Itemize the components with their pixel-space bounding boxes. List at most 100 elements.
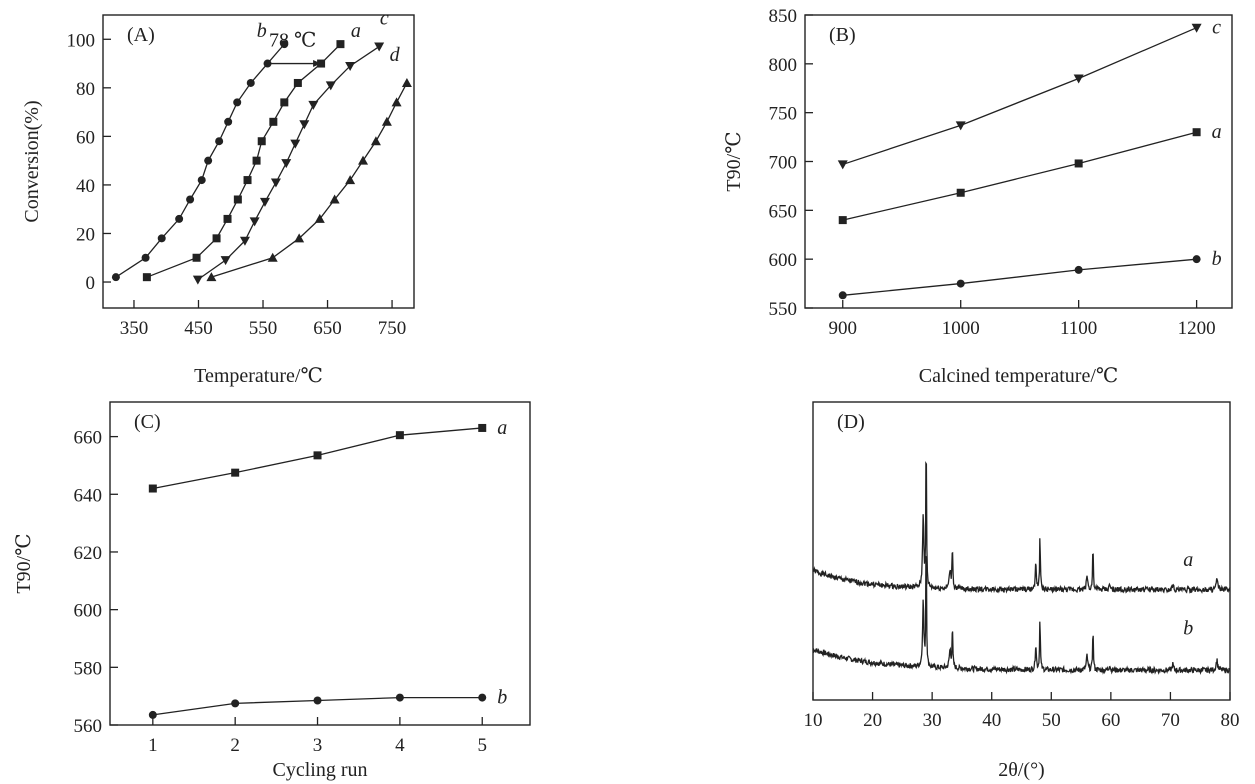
y-tick-label: 640 xyxy=(74,485,103,506)
data-point-c xyxy=(1073,74,1084,84)
x-tick-label: 1200 xyxy=(1178,318,1216,339)
arrow-head-icon xyxy=(313,60,322,68)
series-line-c xyxy=(842,27,1197,166)
data-point-b xyxy=(838,291,847,300)
x-tick-label: 20 xyxy=(863,710,882,731)
data-point-b xyxy=(141,253,150,262)
y-tick-label: 650 xyxy=(769,201,798,222)
y-tick-label: 600 xyxy=(74,601,103,622)
data-point-b xyxy=(148,710,157,719)
data-point-c xyxy=(281,159,292,169)
series-line-d xyxy=(211,82,408,278)
data-point-a xyxy=(478,423,487,432)
y-axis-label: T90/℃ xyxy=(723,131,745,191)
data-point-c xyxy=(837,160,848,170)
data-point-a xyxy=(269,117,278,126)
series-label-a: a xyxy=(351,20,361,42)
data-point-a xyxy=(212,234,221,243)
data-point-a xyxy=(223,214,232,223)
data-point-b xyxy=(233,98,242,107)
data-point-d xyxy=(358,155,369,165)
panel-label: (D) xyxy=(837,411,865,433)
data-point-a xyxy=(313,451,322,460)
x-tick-label: 80 xyxy=(1221,710,1240,731)
data-point-b xyxy=(204,156,213,165)
data-point-a xyxy=(956,188,965,197)
y-tick-label: 100 xyxy=(67,30,96,51)
y-tick-label: 80 xyxy=(76,79,95,100)
series-label-c: c xyxy=(380,8,389,30)
x-tick-label: 40 xyxy=(982,710,1001,731)
x-tick-label: 1100 xyxy=(1060,318,1097,339)
y-tick-label: 60 xyxy=(76,127,95,148)
data-point-c xyxy=(299,120,310,130)
data-point-b xyxy=(215,137,224,146)
x-axis-label: Cycling run xyxy=(273,759,368,781)
data-point-c xyxy=(325,81,336,91)
chart-panel-d: (D) 10 20 30 40 50 60 70 80 2θ/(°) a b xyxy=(804,401,1240,781)
plot-frame xyxy=(812,401,1231,701)
x-axis-label: 2θ/(°) xyxy=(998,759,1044,781)
data-point-d xyxy=(401,77,412,87)
y-tick-label: 600 xyxy=(769,250,798,271)
y-tick-label: 660 xyxy=(74,428,103,449)
data-point-c xyxy=(955,121,966,131)
data-point-c xyxy=(192,275,203,285)
x-axis-label: Calcined temperature/℃ xyxy=(919,365,1119,387)
annotation-text: 78 ℃ xyxy=(269,29,316,51)
data-point-a xyxy=(336,40,345,49)
data-point-d xyxy=(381,116,392,126)
x-tick-label: 550 xyxy=(249,318,278,339)
data-point-a xyxy=(838,216,847,225)
x-tick-label: 450 xyxy=(184,318,213,339)
x-tick-label: 2 xyxy=(230,735,240,756)
data-point-a xyxy=(252,156,261,165)
data-point-c xyxy=(239,236,250,246)
y-tick-label: 750 xyxy=(769,104,798,125)
data-point-b xyxy=(478,693,487,702)
data-point-d xyxy=(314,213,325,223)
series-label-b: b xyxy=(1212,248,1222,270)
panel-label: (B) xyxy=(829,24,856,46)
x-tick-label: 70 xyxy=(1161,710,1180,731)
data-point-a xyxy=(142,273,151,282)
data-point-a xyxy=(293,78,302,87)
series-line-b xyxy=(842,258,1197,296)
data-point-d xyxy=(370,136,381,146)
data-point-a xyxy=(1192,128,1201,137)
data-point-b xyxy=(246,78,255,87)
x-tick-label: 60 xyxy=(1101,710,1120,731)
series-label-d: d xyxy=(390,44,401,66)
data-point-a xyxy=(280,98,289,107)
data-point-c xyxy=(290,139,301,149)
x-axis-label: Temperature/℃ xyxy=(194,365,323,387)
x-tick-label: 750 xyxy=(378,318,407,339)
plot-frame xyxy=(804,14,1233,309)
data-point-b xyxy=(197,176,206,185)
series-label-b: b xyxy=(1183,617,1193,639)
data-point-b xyxy=(157,234,166,243)
data-point-c xyxy=(259,197,270,207)
y-tick-label: 850 xyxy=(769,6,798,27)
data-point-d xyxy=(206,272,217,282)
y-axis-label: T90/℃ xyxy=(13,533,35,593)
data-point-d xyxy=(345,175,356,185)
y-tick-label: 620 xyxy=(74,543,103,564)
data-point-b xyxy=(186,195,195,204)
data-point-c xyxy=(1191,23,1202,33)
data-point-d xyxy=(329,194,340,204)
y-tick-label: 700 xyxy=(769,153,798,174)
panel-label: (A) xyxy=(127,24,155,46)
plot-frame xyxy=(109,401,531,726)
x-tick-label: 50 xyxy=(1042,710,1061,731)
y-tick-label: 800 xyxy=(769,55,798,76)
data-point-d xyxy=(391,97,402,107)
data-point-b xyxy=(175,214,184,223)
data-point-b xyxy=(313,696,322,705)
x-tick-label: 5 xyxy=(477,735,487,756)
data-point-a xyxy=(231,468,240,477)
y-tick-label: 550 xyxy=(769,299,798,320)
series-label-a: a xyxy=(1183,549,1193,571)
data-point-c xyxy=(308,100,319,110)
